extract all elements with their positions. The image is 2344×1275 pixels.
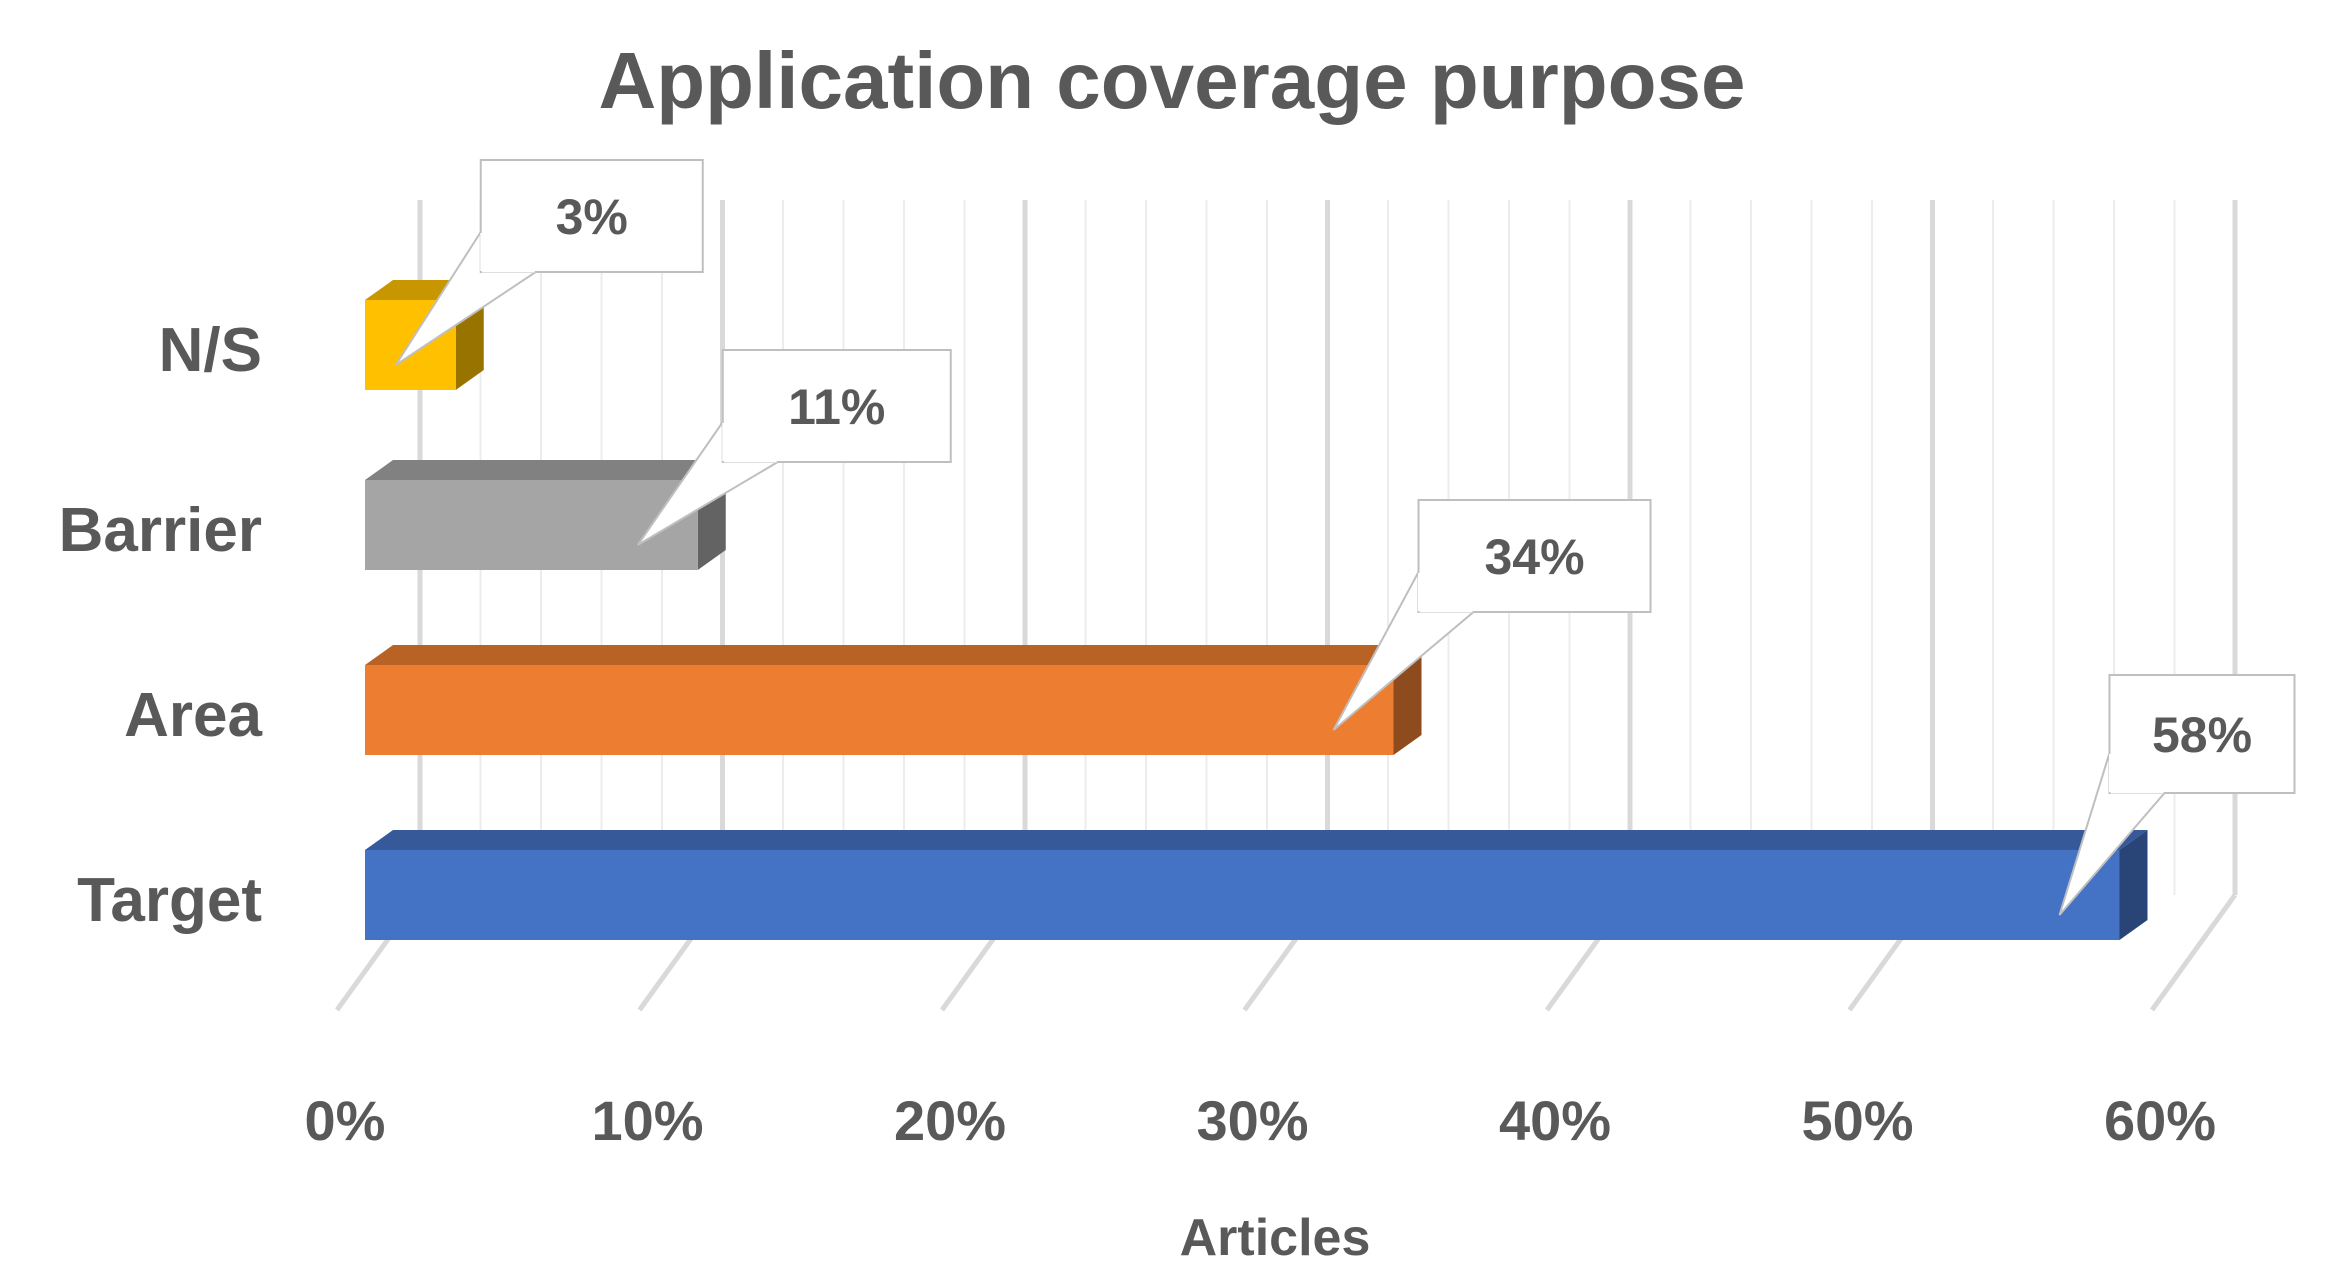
category-label: Barrier — [59, 496, 262, 565]
callout-box — [721, 349, 952, 463]
x-tick-label: 40% — [1499, 1089, 1611, 1152]
bar-side-face — [2119, 830, 2148, 940]
category-label: Area — [124, 681, 262, 750]
category-label: Target — [77, 866, 262, 935]
floor-gridline — [2149, 893, 2238, 1012]
x-tick-label: 30% — [1196, 1089, 1308, 1152]
bar-top-face — [365, 830, 2148, 850]
callout-box — [2108, 674, 2296, 794]
x-tick-label: 10% — [591, 1089, 703, 1152]
labels: 0% 10% 20% 30% 40% 50% 60% N/S 3% Barrier 11% Area 3… — [59, 159, 2296, 1152]
bar-top-face — [365, 645, 1422, 665]
data-label: 3% — [556, 189, 628, 245]
data-label: 34% — [1484, 529, 1584, 585]
chart-title: Application coverage purpose — [599, 36, 1746, 125]
data-label: 58% — [2152, 707, 2252, 763]
bar — [365, 480, 698, 570]
x-axis-title: Articles — [1180, 1209, 1371, 1267]
bars — [365, 280, 2148, 940]
x-tick-label: 50% — [1801, 1089, 1913, 1152]
callout-box — [1417, 499, 1652, 613]
bar — [365, 850, 2120, 940]
category-label: N/S — [159, 316, 262, 385]
callout-box — [479, 159, 704, 273]
data-label: 11% — [788, 379, 885, 435]
x-tick-label: 0% — [305, 1089, 386, 1152]
x-tick-label: 20% — [894, 1089, 1006, 1152]
bar — [365, 665, 1394, 755]
bar-top-face — [365, 460, 726, 480]
x-tick-label: 60% — [2104, 1089, 2216, 1152]
